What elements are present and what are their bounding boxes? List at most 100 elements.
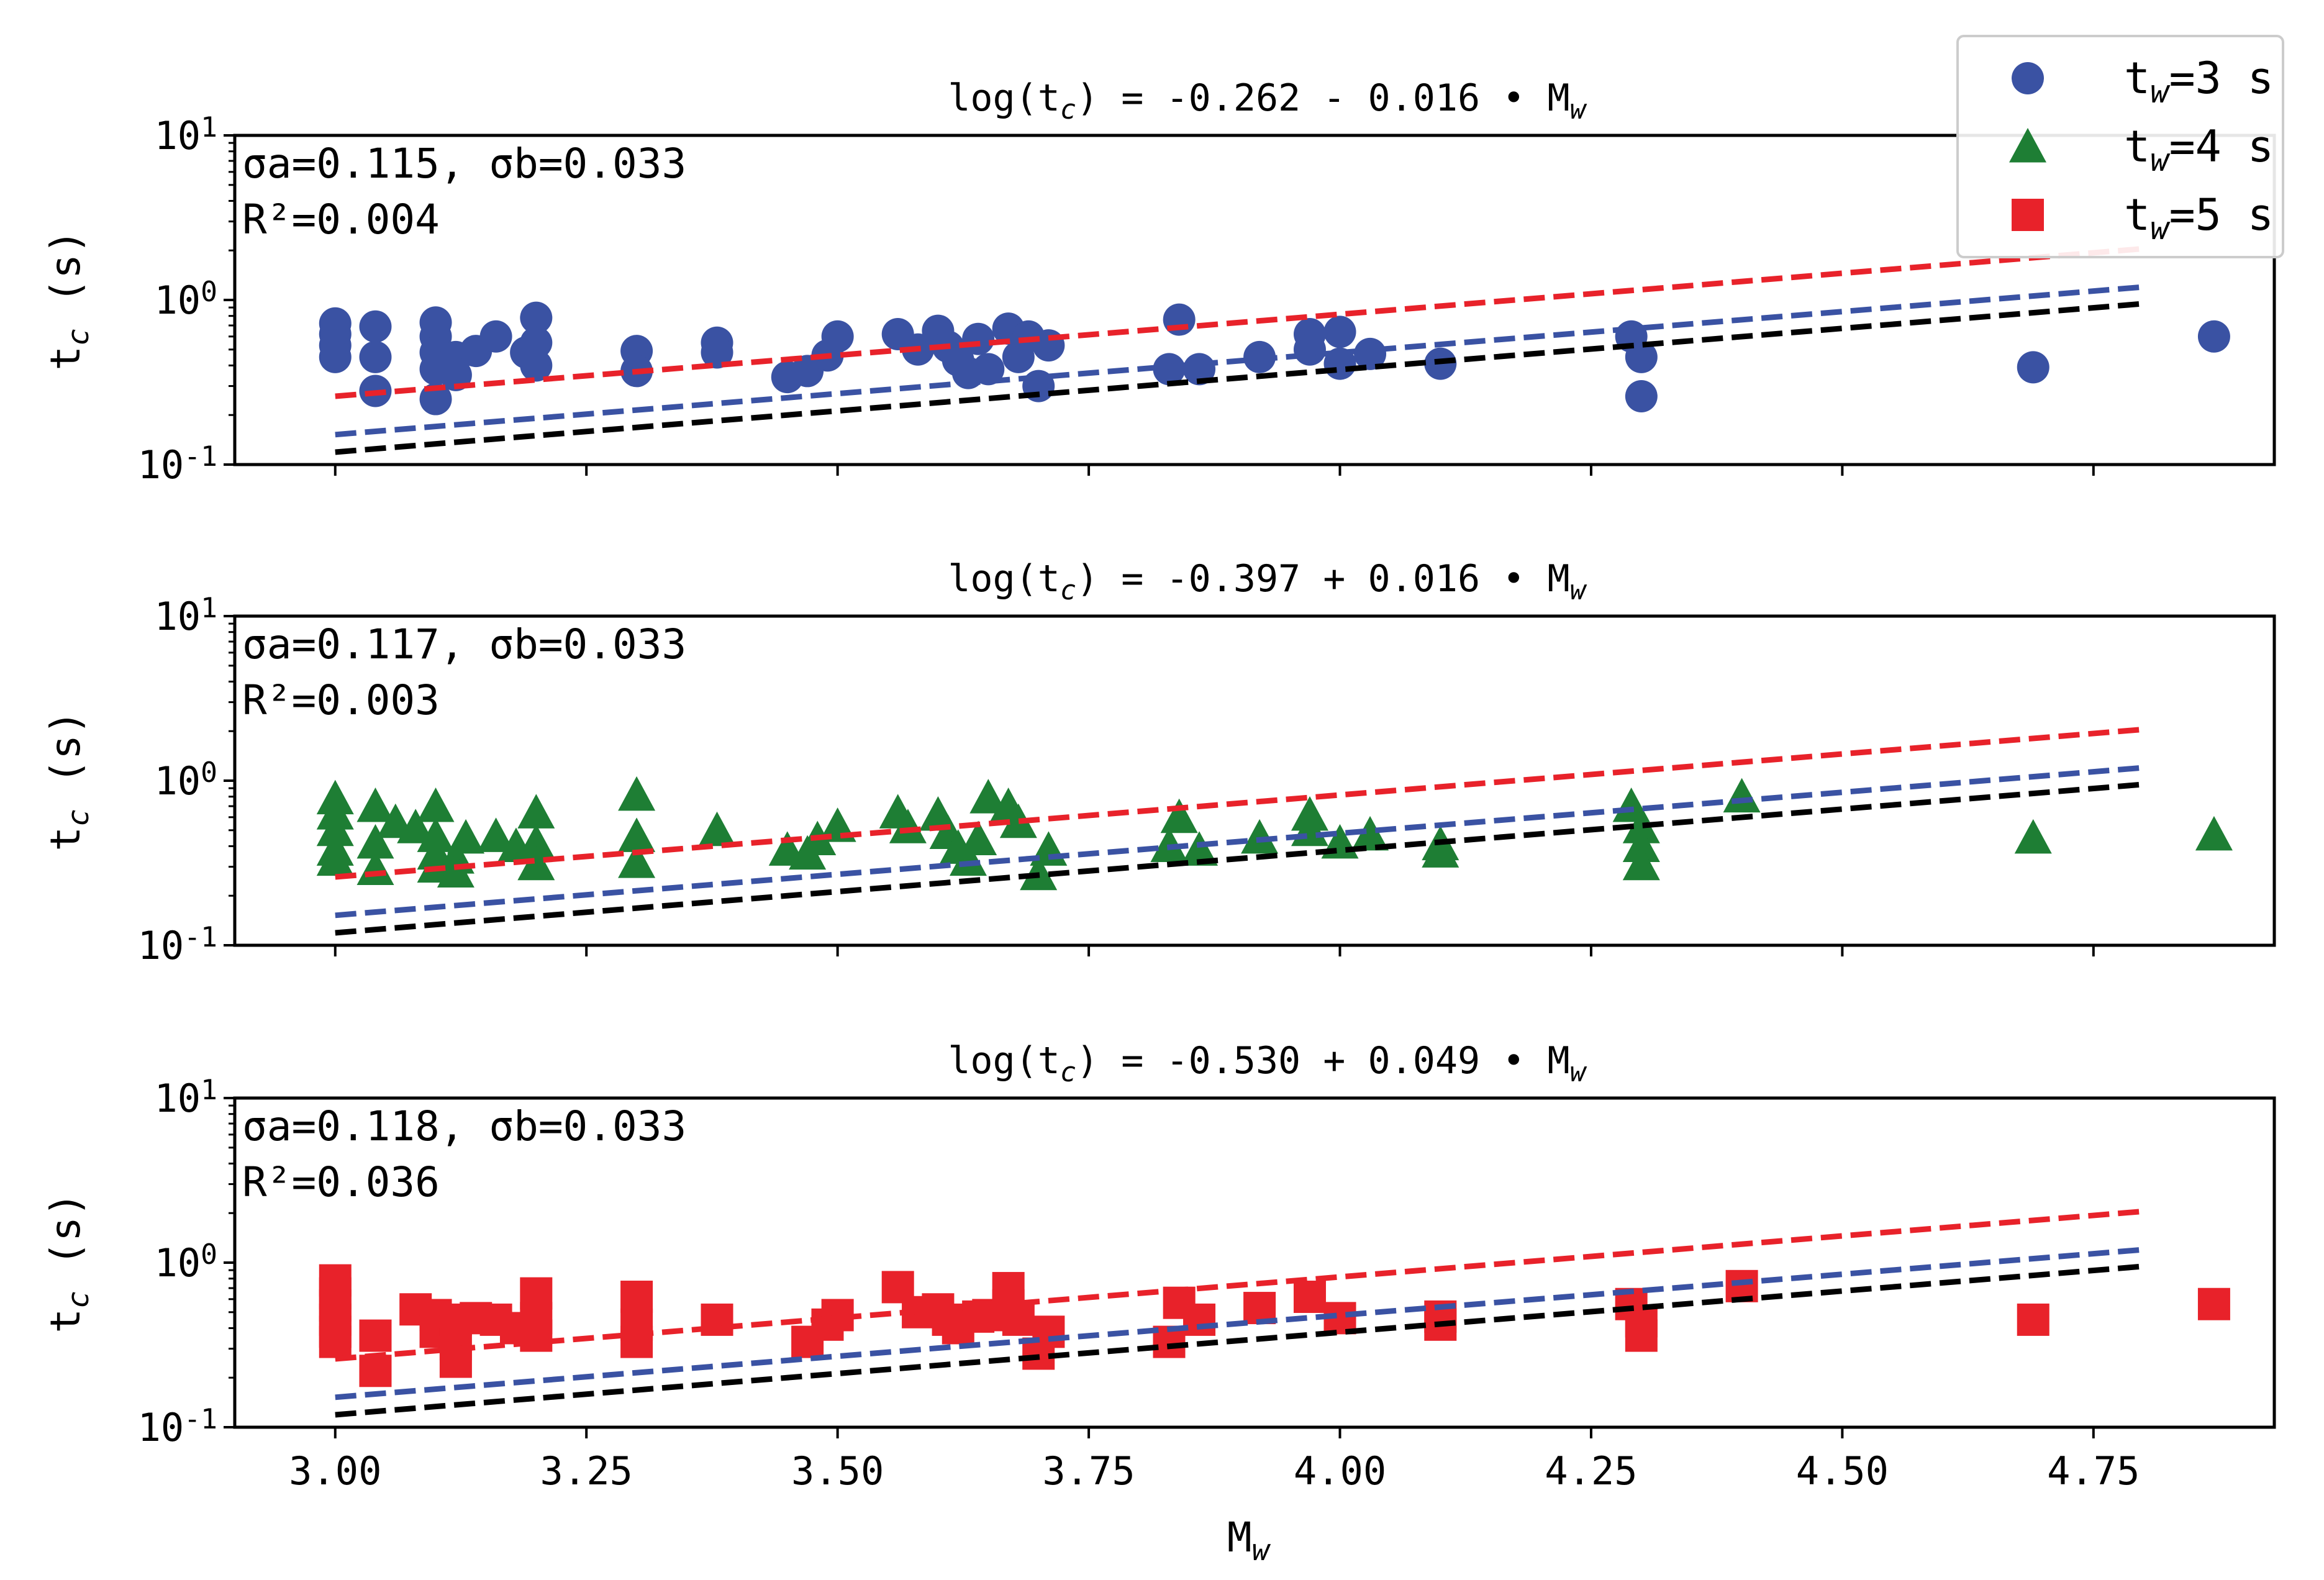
legend-label: tw=3 s <box>2124 53 2274 110</box>
data-point <box>1625 380 1658 413</box>
data-point <box>1625 340 1658 373</box>
panel-title: log(tc) = -0.262 - 0.016 • Mw <box>948 76 1587 125</box>
data-point <box>517 794 555 829</box>
data-point <box>701 336 733 369</box>
axes-frame <box>233 134 2276 466</box>
data-point <box>359 340 392 373</box>
data-point <box>1181 831 1219 866</box>
data-point <box>698 811 736 847</box>
data-point <box>437 853 474 888</box>
panel-1: log(tc) = -0.262 - 0.016 • Mw 10-1 100 101 t… <box>42 76 2276 488</box>
data-point <box>1622 845 1660 881</box>
x-tick-label: 4.00 <box>1294 1448 1386 1494</box>
data-point <box>821 320 854 353</box>
data-point <box>1723 778 1761 813</box>
data-point <box>517 845 555 881</box>
data-point <box>1622 827 1660 862</box>
data-point <box>1002 1303 1035 1336</box>
legend-marker <box>2009 128 2046 163</box>
data-point <box>999 803 1037 838</box>
data-point <box>477 817 515 852</box>
data-point <box>1032 1315 1065 1348</box>
data-point <box>479 320 512 353</box>
x-tick-label: 4.50 <box>1796 1448 1889 1494</box>
data-point <box>520 301 553 334</box>
y-tick-label: 100 <box>154 1238 217 1286</box>
panel-3: log(tc) = -0.530 + 0.049 • Mw 10-1 100 101 3… <box>42 1039 2276 1494</box>
y-tick-label: 100 <box>154 276 217 323</box>
data-point <box>972 353 1005 386</box>
panel-title: log(tc) = -0.530 + 0.049 • Mw <box>948 1039 1587 1088</box>
data-point <box>359 310 392 343</box>
y-tick-label: 101 <box>154 111 217 158</box>
data-point <box>2195 815 2233 851</box>
x-tick-label: 4.75 <box>2047 1448 2140 1494</box>
data-point <box>1422 833 1459 868</box>
data-point <box>2197 1287 2230 1320</box>
data-point <box>620 1281 653 1314</box>
data-point <box>319 340 352 373</box>
axes-frame <box>233 614 2276 947</box>
data-point <box>2017 1303 2049 1336</box>
data-point <box>356 788 394 822</box>
data-point <box>1241 819 1279 854</box>
y-tick-label: 101 <box>154 592 217 639</box>
data-point <box>319 1325 352 1358</box>
legend-label: tw=4 s <box>2124 121 2274 178</box>
x-tick-label: 3.00 <box>289 1448 381 1494</box>
data-point <box>949 841 987 876</box>
reference-line-red <box>335 245 2145 399</box>
data-point <box>447 819 485 854</box>
plot-area <box>319 1208 2230 1418</box>
data-point <box>1323 316 1356 348</box>
y-tick-label: 10-1 <box>138 921 217 968</box>
data-point <box>1160 798 1198 833</box>
data-point <box>316 841 354 876</box>
data-point <box>2017 351 2049 384</box>
reference-line-blue <box>335 1246 2145 1401</box>
data-point <box>1625 1319 1658 1352</box>
sigma-annotation: σa=0.115, σb=0.033 <box>242 140 686 188</box>
x-tick-label: 3.25 <box>540 1448 633 1494</box>
data-point <box>618 843 656 878</box>
data-point <box>359 1355 392 1387</box>
reference-line-black <box>335 1263 2145 1418</box>
y-axis-label: tc (s) <box>42 710 96 851</box>
data-point <box>1354 337 1387 370</box>
data-point <box>417 788 455 822</box>
data-point <box>316 811 354 847</box>
data-point <box>417 817 455 852</box>
r2-annotation: R²=0.004 <box>242 196 440 243</box>
reference-line-black <box>335 301 2145 455</box>
x-tick-label: 3.50 <box>791 1448 884 1494</box>
data-point <box>618 817 656 852</box>
data-point <box>969 779 1007 814</box>
legend: tw=3 s tw=4 s tw=5 s <box>1956 35 2284 258</box>
y-axis-label: tc (s) <box>42 1192 96 1333</box>
data-point <box>356 824 394 859</box>
r2-annotation: R²=0.036 <box>242 1158 440 1206</box>
x-axis-label: Mw <box>1227 1514 1271 1568</box>
y-tick-label: 10-1 <box>138 440 217 488</box>
data-point <box>2197 320 2230 353</box>
data-point <box>962 322 995 355</box>
reference-line-red <box>335 726 2145 880</box>
data-point <box>2014 819 2052 854</box>
reference-line-blue <box>335 765 2145 919</box>
y-tick-label: 101 <box>154 1074 217 1121</box>
legend-marker <box>2012 199 2044 231</box>
data-point <box>1032 329 1065 362</box>
plot-area <box>319 245 2230 455</box>
x-tick-label: 3.75 <box>1042 1448 1135 1494</box>
data-point <box>1351 815 1389 851</box>
legend-marker <box>2012 62 2044 94</box>
reference-line-red <box>335 1208 2145 1362</box>
y-tick-label: 100 <box>154 756 217 804</box>
data-point <box>620 1325 653 1358</box>
sigma-annotation: σa=0.118, σb=0.033 <box>242 1102 686 1150</box>
panel-title: log(tc) = -0.397 + 0.016 • Mw <box>948 557 1587 606</box>
r2-annotation: R²=0.003 <box>242 676 440 724</box>
data-point <box>960 820 997 855</box>
data-point <box>618 776 656 811</box>
